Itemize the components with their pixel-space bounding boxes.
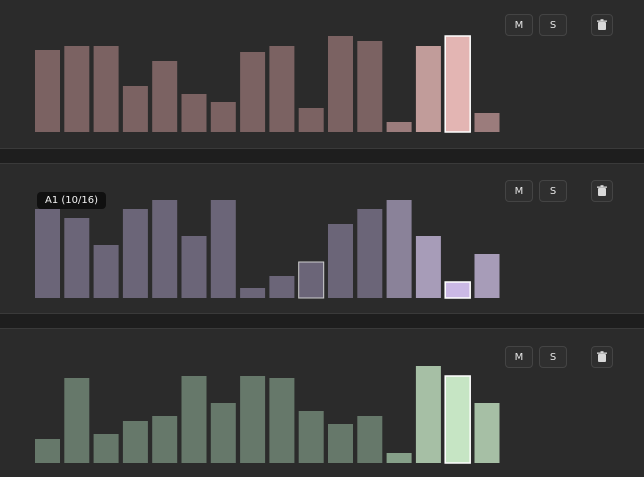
step-bar[interactable] <box>328 36 353 132</box>
step-bar[interactable] <box>386 453 412 463</box>
step-bar[interactable] <box>181 376 207 463</box>
step-bar[interactable] <box>386 122 412 132</box>
mute-button[interactable]: M <box>505 14 533 36</box>
track-lane-3: M S <box>0 329 644 477</box>
bar-sequence-1[interactable] <box>0 0 644 148</box>
step-bar[interactable] <box>93 46 119 132</box>
step-bar[interactable] <box>122 421 148 463</box>
step-bar[interactable] <box>328 424 353 463</box>
step-bar[interactable] <box>415 46 441 132</box>
step-bar[interactable] <box>181 236 207 298</box>
step-bar[interactable] <box>474 113 500 132</box>
step-bar[interactable] <box>474 403 500 463</box>
step-bar[interactable] <box>152 200 178 298</box>
step-bar[interactable] <box>35 439 60 463</box>
step-bar[interactable] <box>181 94 207 132</box>
step-bar[interactable] <box>444 375 471 464</box>
track-divider <box>0 148 644 164</box>
step-bar[interactable] <box>444 281 471 299</box>
step-bar[interactable] <box>35 50 60 132</box>
step-bar[interactable] <box>93 434 119 463</box>
step-bar[interactable] <box>210 102 236 132</box>
mute-button[interactable]: M <box>505 346 533 368</box>
step-bar[interactable] <box>298 411 324 463</box>
step-bar[interactable] <box>122 209 148 298</box>
step-bar[interactable] <box>269 378 295 463</box>
step-bar[interactable] <box>298 261 325 299</box>
trash-icon <box>596 16 608 35</box>
delete-track-button[interactable] <box>591 14 613 36</box>
track-lane-1: M S <box>0 0 644 148</box>
step-bar[interactable] <box>415 236 441 298</box>
solo-button[interactable]: S <box>539 14 567 36</box>
step-bar[interactable] <box>386 200 412 298</box>
step-bar[interactable] <box>152 416 178 463</box>
step-bar[interactable] <box>357 416 383 463</box>
step-bar[interactable] <box>152 61 178 132</box>
step-bar[interactable] <box>64 218 90 298</box>
step-bar[interactable] <box>269 276 295 298</box>
step-bar[interactable] <box>64 378 90 463</box>
delete-track-button[interactable] <box>591 180 613 202</box>
step-bar[interactable] <box>35 209 60 298</box>
step-bar[interactable] <box>357 209 383 298</box>
step-bar[interactable] <box>240 376 266 463</box>
solo-button[interactable]: S <box>539 346 567 368</box>
bar-sequence-3[interactable] <box>0 329 644 477</box>
step-bar[interactable] <box>240 288 266 298</box>
step-bar[interactable] <box>240 52 266 132</box>
delete-track-button[interactable] <box>591 346 613 368</box>
solo-button[interactable]: S <box>539 180 567 202</box>
bar-sequence-2[interactable] <box>0 164 644 312</box>
step-bar[interactable] <box>210 200 236 298</box>
step-bar[interactable] <box>474 254 500 298</box>
step-tooltip: A1 (10/16) <box>37 192 107 209</box>
step-bar[interactable] <box>269 46 295 132</box>
step-bar[interactable] <box>357 41 383 132</box>
step-bar[interactable] <box>93 245 119 298</box>
step-bar[interactable] <box>444 35 471 133</box>
step-bar[interactable] <box>122 86 148 132</box>
mute-button[interactable]: M <box>505 180 533 202</box>
track-lane-2: M S <box>0 164 644 312</box>
step-bar[interactable] <box>298 108 324 132</box>
step-bar[interactable] <box>415 366 441 463</box>
trash-icon <box>596 348 608 367</box>
step-bar[interactable] <box>64 46 90 132</box>
step-bar[interactable] <box>328 224 353 298</box>
trash-icon <box>596 182 608 201</box>
track-divider <box>0 313 644 329</box>
step-bar[interactable] <box>210 403 236 463</box>
